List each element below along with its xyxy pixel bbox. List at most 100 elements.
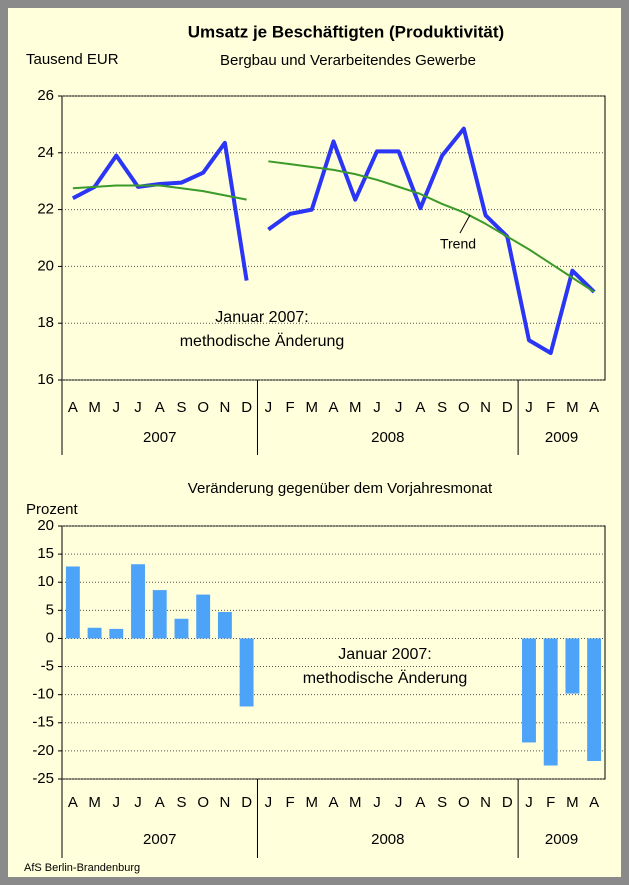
y-tick-label: 16	[37, 371, 54, 388]
x-tick-label: J	[373, 794, 381, 811]
x-tick-label: N	[219, 399, 230, 416]
group-label: 2008	[371, 831, 404, 848]
x-tick-label: M	[88, 794, 101, 811]
trend-pointer	[459, 214, 471, 234]
bar	[217, 612, 232, 639]
group-label: 2007	[143, 831, 176, 848]
x-tick-label: A	[328, 794, 338, 811]
x-tick-label: M	[349, 794, 362, 811]
bar	[565, 638, 580, 694]
x-tick-label: J	[525, 399, 533, 416]
annotation: Januar 2007:	[215, 309, 308, 326]
x-tick-label: M	[566, 794, 579, 811]
bar	[174, 618, 189, 639]
x-tick-label: M	[88, 399, 101, 416]
group-label: 2009	[545, 429, 578, 446]
x-tick-label: N	[219, 794, 230, 811]
y-tick-label: 15	[37, 545, 54, 562]
x-tick-label: J	[395, 794, 403, 811]
y-tick-label: 10	[37, 573, 54, 590]
data-line	[267, 126, 596, 356]
y-tick-label: 20	[37, 517, 54, 534]
bar	[587, 638, 602, 762]
x-tick-label: J	[525, 794, 533, 811]
x-tick-label: A	[415, 399, 425, 416]
group-label: 2009	[545, 831, 578, 848]
x-tick-label: S	[437, 399, 447, 416]
x-tick-label: A	[155, 399, 165, 416]
annotation: methodische Änderung	[303, 669, 468, 687]
x-tick-label: F	[285, 794, 294, 811]
x-tick-label: M	[349, 399, 362, 416]
x-tick-label: D	[502, 399, 513, 416]
annotation: Januar 2007:	[338, 646, 431, 663]
x-tick-label: S	[437, 794, 447, 811]
y-tick-label: -25	[32, 770, 54, 787]
x-tick-label: A	[415, 794, 425, 811]
x-tick-label: A	[68, 399, 78, 416]
x-tick-label: A	[68, 794, 78, 811]
y-axis-label: Prozent	[26, 501, 79, 518]
trend-line	[72, 184, 247, 201]
bar	[196, 594, 211, 639]
x-tick-label: S	[176, 794, 186, 811]
bar	[65, 566, 80, 639]
x-tick-label: M	[306, 399, 319, 416]
bar	[109, 628, 124, 639]
bar	[131, 564, 145, 639]
x-tick-label: A	[589, 399, 599, 416]
y-tick-label: 0	[46, 629, 54, 646]
x-tick-label: A	[328, 399, 338, 416]
x-tick-label: J	[134, 794, 142, 811]
x-tick-label: M	[566, 399, 579, 416]
bar	[522, 638, 536, 743]
chart-title: Veränderung gegenüber dem Vorjahresmonat	[188, 480, 493, 497]
y-tick-label: -15	[32, 714, 54, 731]
chart-title: Umsatz je Beschäftigten (Produktivität)	[188, 22, 504, 41]
x-tick-label: D	[502, 794, 513, 811]
x-tick-label: O	[458, 399, 470, 416]
x-tick-label: A	[155, 794, 165, 811]
annotation: methodische Änderung	[180, 332, 345, 350]
data-line	[71, 140, 249, 281]
y-tick-label: -20	[32, 742, 54, 759]
group-label: 2007	[143, 429, 176, 446]
x-tick-label: J	[265, 794, 273, 811]
trend-label: Trend	[440, 236, 476, 252]
y-tick-label: 5	[46, 601, 54, 618]
x-tick-label: F	[285, 399, 294, 416]
y-tick-label: -5	[41, 658, 54, 675]
bar	[152, 590, 167, 639]
x-tick-label: O	[197, 399, 209, 416]
x-tick-label: N	[480, 794, 491, 811]
bar	[239, 638, 254, 707]
y-tick-label: 24	[37, 144, 54, 161]
source: AfS Berlin-Brandenburg	[24, 862, 140, 874]
y-tick-label: 22	[37, 201, 54, 218]
x-tick-label: M	[306, 794, 319, 811]
y-tick-label: 18	[37, 314, 54, 331]
y-axis-label: Tausend EUR	[26, 51, 119, 68]
x-tick-label: N	[480, 399, 491, 416]
x-tick-label: J	[134, 399, 142, 416]
x-tick-label: A	[589, 794, 599, 811]
plot-area	[61, 525, 606, 780]
y-tick-label: -10	[32, 686, 54, 703]
bar	[87, 627, 102, 639]
x-tick-label: J	[265, 399, 273, 416]
x-tick-label: D	[241, 399, 252, 416]
x-tick-label: O	[197, 794, 209, 811]
x-tick-label: S	[176, 399, 186, 416]
x-tick-label: F	[546, 399, 555, 416]
x-tick-label: J	[395, 399, 403, 416]
x-tick-label: O	[458, 794, 470, 811]
x-tick-label: D	[241, 794, 252, 811]
x-tick-label: J	[373, 399, 381, 416]
x-tick-label: F	[546, 794, 555, 811]
x-tick-label: J	[113, 794, 121, 811]
bar	[543, 638, 558, 766]
trend-line	[268, 160, 595, 293]
x-tick-label: J	[113, 399, 121, 416]
chart-subtitle: Bergbau und Verarbeitendes Gewerbe	[220, 52, 476, 69]
